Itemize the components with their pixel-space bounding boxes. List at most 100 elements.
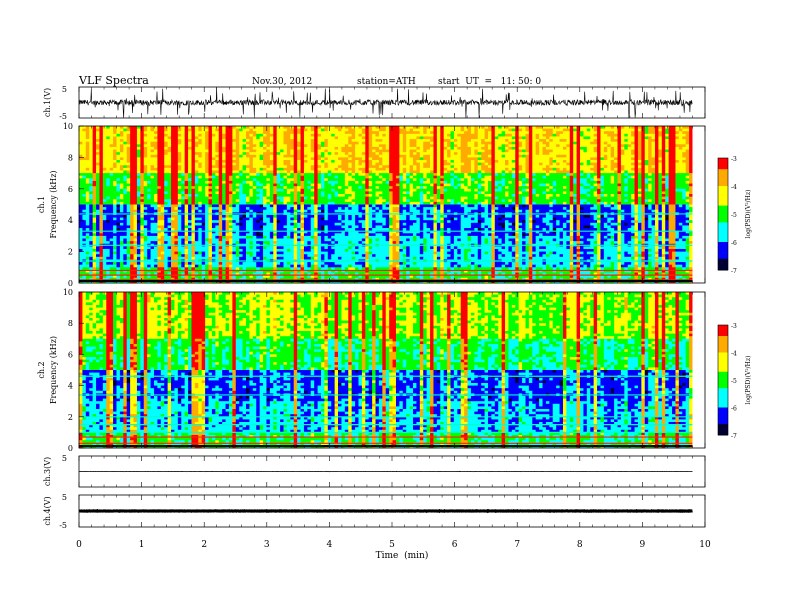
spectrogram-cell: [543, 157, 547, 160]
spectrogram-cell: [229, 134, 233, 137]
spectrogram-cell: [294, 129, 298, 132]
spectrogram-cell: [682, 136, 686, 139]
spectrogram-cell: [263, 150, 267, 153]
spectrogram-cell: [440, 155, 444, 158]
spectrogram-cell: [648, 163, 652, 166]
spectrogram-cell: [365, 191, 369, 194]
spectrogram-cell: [345, 134, 349, 137]
spectrogram-cell: [529, 144, 533, 147]
spectrogram-cell: [273, 165, 277, 168]
spectrogram-cell: [618, 147, 622, 150]
spectrogram-cell: [628, 150, 632, 153]
spectrogram-cell: [543, 168, 547, 171]
spectrogram-cell: [215, 157, 219, 160]
spectrogram-cell: [679, 129, 683, 132]
spectrogram-cell: [154, 173, 158, 176]
spectrogram-cell: [321, 142, 325, 145]
spectrogram-cell: [386, 194, 390, 197]
spectrogram-cell: [301, 147, 305, 150]
spectrogram-cell: [185, 173, 189, 176]
spectrogram-cell: [338, 165, 342, 168]
spectrogram-cell: [645, 191, 649, 194]
spectrogram-cell: [563, 181, 567, 184]
spectrogram-cell: [205, 181, 209, 184]
spectrogram-cell: [532, 173, 536, 176]
spectrogram-cell: [430, 144, 434, 147]
spectrogram-cell: [624, 155, 628, 158]
spectrogram-cell: [597, 139, 601, 142]
spectrogram-cell: [249, 134, 253, 137]
spectrogram-cell: [164, 178, 168, 181]
spectrogram-cell: [529, 142, 533, 145]
spectrogram-cell: [577, 157, 581, 160]
spectrogram-cell: [686, 136, 690, 139]
spectrogram-cell: [566, 157, 570, 160]
spectrogram-cell: [393, 165, 397, 168]
spectrogram-cell: [433, 129, 437, 132]
spectrogram-cell: [556, 150, 560, 153]
spectrogram-cell: [134, 134, 138, 137]
spectrogram-cell: [358, 142, 362, 145]
spectrogram-cell: [580, 131, 584, 134]
spectrogram-cell: [423, 129, 427, 132]
spectrogram-cell: [689, 157, 693, 160]
spectrogram-cell: [86, 186, 90, 189]
spectrogram-cell: [348, 126, 352, 129]
spectrogram-cell: [147, 129, 151, 132]
spectrogram-cell: [628, 155, 632, 158]
spectrogram-cell: [508, 181, 512, 184]
spectrogram-cell: [410, 173, 414, 176]
spectrogram-cell: [127, 168, 131, 171]
spectrogram-cell: [110, 163, 114, 166]
spectrogram-cell: [485, 170, 489, 173]
spectrogram-cell: [427, 131, 431, 134]
spectrogram-cell: [604, 189, 608, 192]
spectrogram-cell: [583, 126, 587, 129]
spectrogram-cell: [266, 163, 270, 166]
spectrogram-cell: [635, 131, 639, 134]
spectrogram-cell: [168, 189, 172, 192]
spectrogram-cell: [556, 170, 560, 173]
spectrogram-cell: [379, 129, 383, 132]
spectrogram-cell: [461, 157, 465, 160]
spectrogram-cell: [611, 165, 615, 168]
spectrogram-cell: [416, 186, 420, 189]
spectrogram-cell: [529, 155, 533, 158]
spectrogram-cell: [113, 178, 117, 181]
spectrogram-cell: [283, 157, 287, 160]
spectrogram-cell: [645, 181, 649, 184]
spectrogram-cell: [652, 147, 656, 150]
spectrogram-cell: [205, 150, 209, 153]
spectrogram-cell: [116, 152, 120, 155]
spectrogram-cell: [508, 152, 512, 155]
spectrogram-cell: [277, 129, 281, 132]
spectrogram-cell: [352, 176, 356, 179]
spectrogram-cell: [512, 155, 516, 158]
spectrogram-cell: [457, 191, 461, 194]
spectrogram-cell: [134, 191, 138, 194]
spectrogram-cell: [99, 147, 103, 150]
spectrogram-cell: [665, 189, 669, 192]
spectrogram-cell: [669, 129, 673, 132]
spectrogram-cell: [655, 157, 659, 160]
spectrogram-cell: [464, 131, 468, 134]
spectrogram-cell: [648, 181, 652, 184]
spectrogram-cell: [270, 144, 274, 147]
spectrogram-cell: [260, 155, 264, 158]
spectrogram-cell: [96, 150, 100, 153]
spectrogram-cell: [328, 170, 332, 173]
spectrogram-cell: [410, 155, 414, 158]
spectrogram-cell: [253, 155, 257, 158]
spectrogram-cell: [645, 144, 649, 147]
spectrogram-cell: [416, 129, 420, 132]
spectrogram-cell: [280, 136, 284, 139]
spectrogram-cell: [662, 129, 666, 132]
spectrogram-cell: [110, 168, 114, 171]
spectrogram-cell: [205, 142, 209, 145]
spectrogram-cell: [174, 131, 178, 134]
spectrogram-cell: [372, 160, 376, 163]
spectrogram-cell: [86, 197, 90, 200]
spectrogram-cell: [672, 155, 676, 158]
spectrogram-cell: [232, 163, 236, 166]
spectrogram-cell: [331, 165, 335, 168]
